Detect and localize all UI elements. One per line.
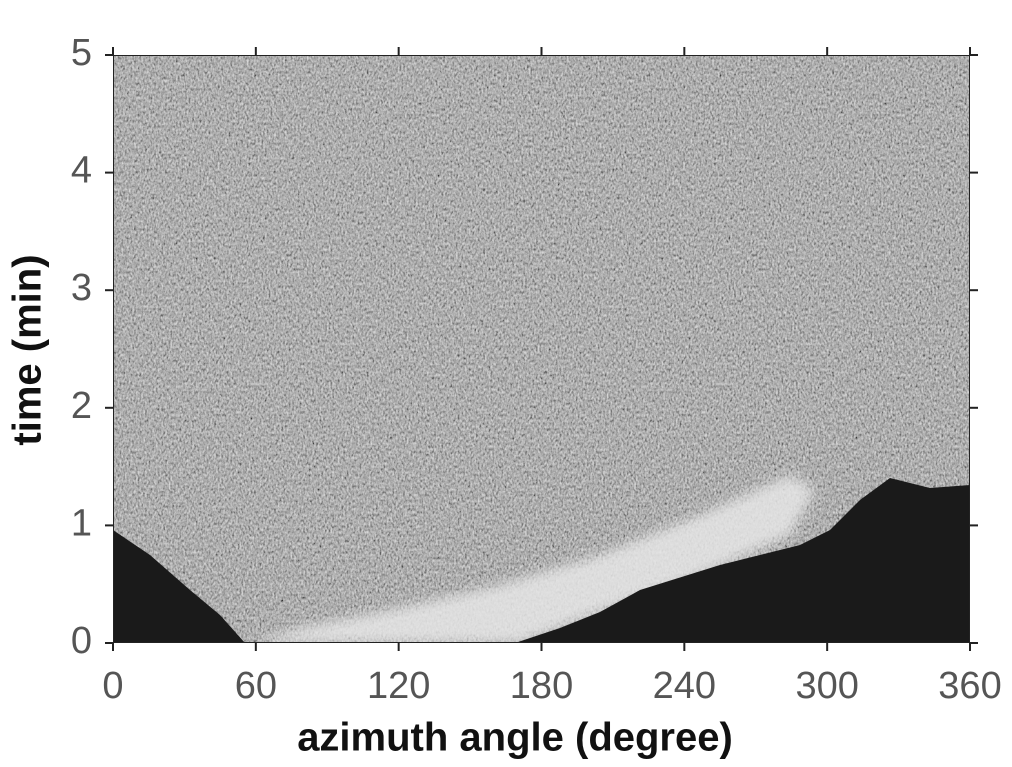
y-tick-label: 3 <box>71 267 92 309</box>
x-tick-label: 240 <box>653 665 716 707</box>
x-tick-label: 300 <box>795 665 858 707</box>
x-tick-label: 0 <box>102 665 123 707</box>
y-tick-label: 0 <box>71 620 92 662</box>
chart: azimuth angle (degree) time (min) 060120… <box>0 0 1012 767</box>
y-tick-label: 4 <box>71 150 92 192</box>
x-tick-label: 120 <box>367 665 430 707</box>
y-axis-label: time (min) <box>6 254 50 445</box>
x-axis-label: azimuth angle (degree) <box>297 716 733 760</box>
y-tick-label: 2 <box>71 385 92 427</box>
x-tick-label: 180 <box>510 665 573 707</box>
image-plot <box>113 55 970 643</box>
x-tick-label: 60 <box>235 665 277 707</box>
page: {"chart_data": {"type": "image", "xlabel… <box>0 0 1012 767</box>
x-tick-label: 360 <box>938 665 1001 707</box>
y-tick-label: 1 <box>71 502 92 544</box>
y-tick-label: 5 <box>71 32 92 74</box>
